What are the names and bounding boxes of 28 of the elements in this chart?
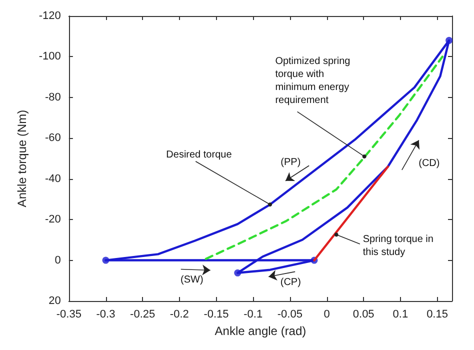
annotation: Spring torque in this study <box>362 234 436 258</box>
x-tick-label: 0 <box>324 308 330 320</box>
annotation: (SW) <box>180 274 204 286</box>
y-tick-label: -120 <box>38 10 61 22</box>
annotation: Desired torque <box>166 150 232 161</box>
y-tick-label: 0 <box>54 254 61 266</box>
annotation: Optimized spring torque with minimum energy requirement <box>275 56 354 106</box>
y-tick-label: -40 <box>45 172 61 185</box>
x-tick-label: -0.35 <box>56 308 82 320</box>
x-tick-label: 0.15 <box>426 308 448 320</box>
y-tick-label: -100 <box>38 50 61 63</box>
x-tick-label: -0.2 <box>170 308 189 320</box>
x-tick-label: 0.05 <box>352 308 374 320</box>
annotation: (CP) <box>280 277 301 288</box>
x-tick-label: -0.1 <box>244 308 263 320</box>
annotation: (CD) <box>418 158 440 170</box>
x-axis-title: Ankle angle (rad) <box>214 324 306 338</box>
y-tick-label: 20 <box>48 295 61 307</box>
x-tick-label: -0.15 <box>204 308 229 320</box>
y-axis-title: Ankle torque (Nm) <box>15 110 29 208</box>
x-tick-label: -0.25 <box>130 308 156 320</box>
x-tick-label: -0.05 <box>277 308 302 320</box>
y-tick-label: -60 <box>45 132 61 144</box>
x-tick-label: -0.3 <box>96 308 116 320</box>
y-tick-label: -20 <box>45 214 61 226</box>
y-tick-label: -80 <box>45 91 61 104</box>
x-tick-label: 0.1 <box>392 308 408 320</box>
annotation: (PP) <box>280 157 301 168</box>
